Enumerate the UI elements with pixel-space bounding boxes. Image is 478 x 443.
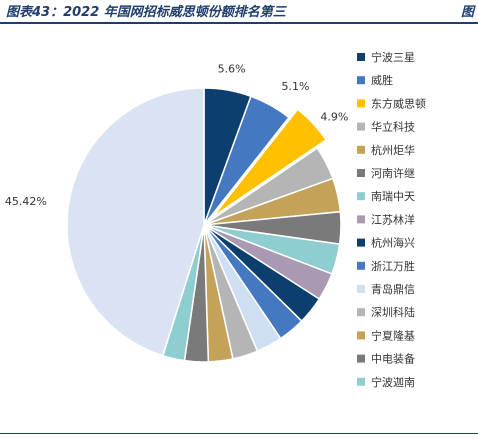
legend-swatch-14 [357,377,365,386]
legend-swatch-8 [357,238,365,247]
data-label-2: 4.9% [320,111,348,124]
data-label-0: 5.6% [218,62,246,75]
legend-label-5: 河南许继 [371,167,415,180]
legend-label-1: 威胜 [371,73,393,87]
legend-label-6: 南瑞中天 [371,189,415,203]
legend-swatch-4 [357,145,365,154]
pie-slice-15 [66,87,205,357]
data-label-1: 5.1% [281,80,309,93]
legend-swatch-11 [357,308,365,317]
legend-label-8: 杭州海兴 [371,236,415,250]
pie-slice-1 [203,95,290,226]
legend-swatch-9 [357,261,365,270]
figure-title: 图表43：2022 年国网招标威思顿份额排名第三 [6,5,286,20]
legend-label-14: 宁波迦南 [371,375,415,389]
legend-swatch-1 [357,76,365,85]
legend-label-11: 深圳科陆 [371,305,415,319]
legend-swatch-7 [357,215,365,224]
legend-label-4: 杭州炬华 [371,143,415,157]
pie-slice-2 [212,108,328,218]
legend-swatch-12 [357,331,365,340]
legend-swatch-5 [357,169,365,177]
legend-label-13: 中电装备 [371,352,415,366]
data-label-3: 45.42% [5,195,47,208]
legend-swatch-13 [357,354,365,363]
bottom-rule [0,433,478,434]
legend-label-12: 宁夏隆基 [371,328,415,342]
figure-title-cut-off: 图 [461,5,475,20]
legend-label-0: 宁波三星 [371,50,415,64]
legend-label-9: 浙江万胜 [371,259,415,273]
legend-swatch-3 [357,122,365,131]
legend-label-10: 青岛鼎信 [371,282,415,296]
legend-swatch-0 [357,53,365,61]
legend-label-2: 东方威思顿 [371,96,426,110]
legend-swatch-10 [357,285,365,293]
pie-slices [66,87,342,363]
legend: 宁波三星威胜东方威思顿华立科技杭州炬华河南许继南瑞中天江苏林洋杭州海兴浙江万胜青… [357,50,426,389]
title-rule [0,22,478,24]
pie-data-labels: 5.6% 5.1% 4.9% 45.42% [5,62,348,207]
legend-swatch-6 [357,192,365,201]
legend-label-3: 华立科技 [371,120,415,134]
legend-swatch-2 [357,99,365,108]
legend-label-7: 江苏林洋 [371,212,415,226]
